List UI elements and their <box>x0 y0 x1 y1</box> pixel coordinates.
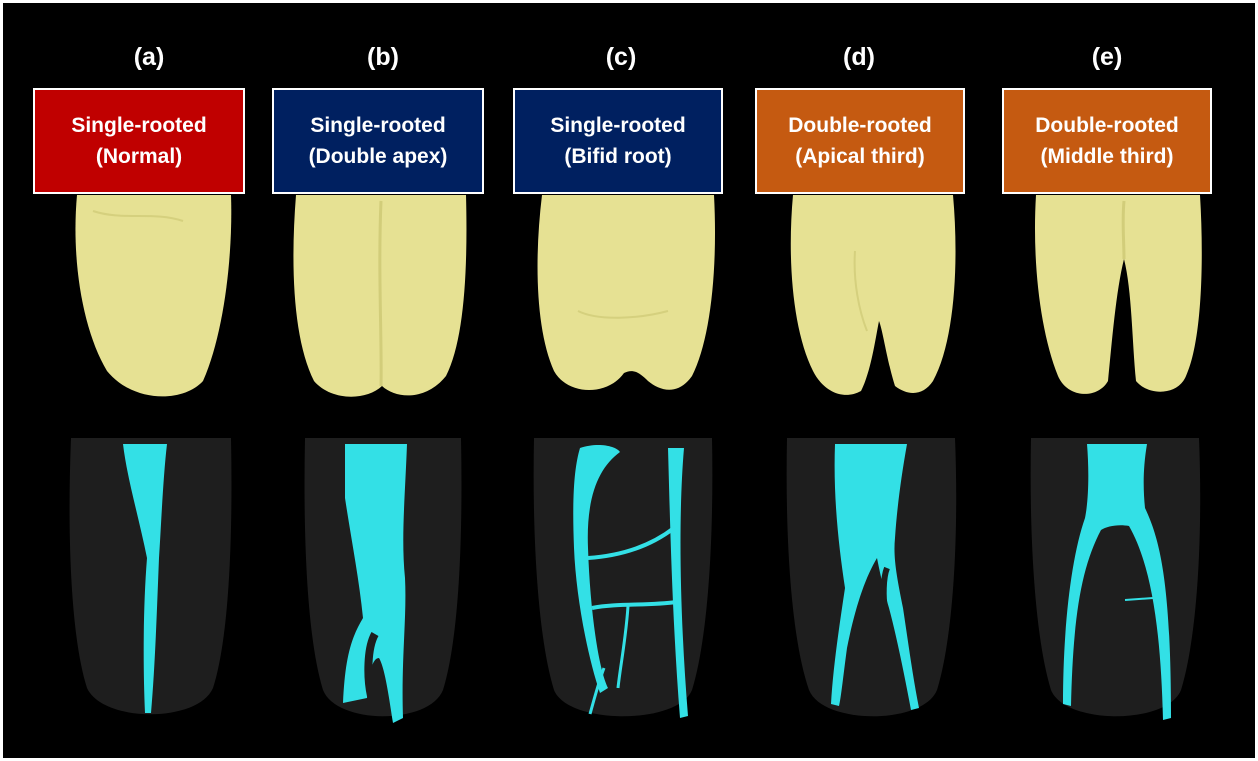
label-a-line2: (Normal) <box>95 145 183 168</box>
label-d-line2: (Apical third) <box>795 145 925 168</box>
canal-rendering-d <box>786 438 957 717</box>
panel-letter-c: (c) <box>605 43 637 71</box>
label-e-line2: (Middle third) <box>1040 145 1174 168</box>
tooth-surface-a <box>75 195 232 397</box>
figure-background: (a) (b) (c) (d) (e) Single-rooted (Norma… <box>3 3 1255 758</box>
tooth-surface-b <box>293 195 467 397</box>
tooth-surface-c <box>537 195 716 391</box>
tooth-surface-e <box>1034 195 1202 394</box>
canal-rendering-a <box>69 438 232 715</box>
label-a-line1: Single-rooted <box>71 113 207 137</box>
canal-rendering-b <box>304 438 462 723</box>
label-box-a: Single-rooted (Normal) <box>33 88 245 194</box>
panel-letter-e: (e) <box>1091 43 1123 71</box>
label-box-c: Single-rooted (Bifid root) <box>513 88 723 194</box>
panel-letter-d: (d) <box>843 43 875 71</box>
canal-rendering-e <box>1030 438 1201 720</box>
label-box-e: Double-rooted (Middle third) <box>1002 88 1212 194</box>
label-box-b: Single-rooted (Double apex) <box>272 88 484 194</box>
canal-rendering-c <box>533 438 713 718</box>
label-box-d: Double-rooted (Apical third) <box>755 88 965 194</box>
label-c-line2: (Bifid root) <box>564 145 672 168</box>
label-e-line1: Double-rooted <box>1035 113 1179 137</box>
label-b-line1: Single-rooted <box>310 113 446 137</box>
label-d-line1: Double-rooted <box>788 113 932 137</box>
tooth-surface-d <box>790 195 956 395</box>
panel-letter-b: (b) <box>367 43 399 71</box>
label-b-line2: (Double apex) <box>308 145 448 168</box>
panel-letter-a: (a) <box>133 43 165 71</box>
label-c-line1: Single-rooted <box>550 113 686 137</box>
